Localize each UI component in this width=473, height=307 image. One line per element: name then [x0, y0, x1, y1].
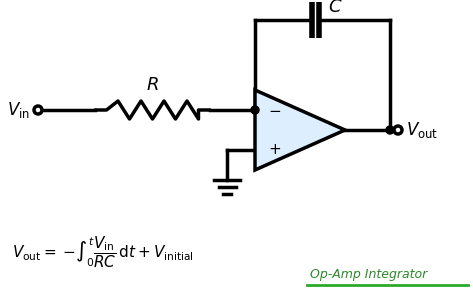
Text: $+$: $+$: [269, 142, 281, 157]
Text: Op-Amp Integrator: Op-Amp Integrator: [310, 268, 427, 281]
Circle shape: [386, 126, 394, 134]
Text: $C$: $C$: [329, 0, 343, 16]
Text: $-$: $-$: [268, 103, 281, 118]
Polygon shape: [255, 90, 345, 170]
Text: $V_{\mathrm{in}}$: $V_{\mathrm{in}}$: [7, 100, 30, 120]
Text: $V_{\mathrm{out}}$: $V_{\mathrm{out}}$: [406, 120, 438, 140]
Text: $R$: $R$: [146, 76, 159, 94]
Text: $V_{\mathrm{out}} = -\!\int_0^t \dfrac{V_{\mathrm{in}}}{RC}\,\mathrm{d}t + V_{\m: $V_{\mathrm{out}} = -\!\int_0^t \dfrac{V…: [12, 234, 194, 270]
Circle shape: [251, 106, 259, 114]
